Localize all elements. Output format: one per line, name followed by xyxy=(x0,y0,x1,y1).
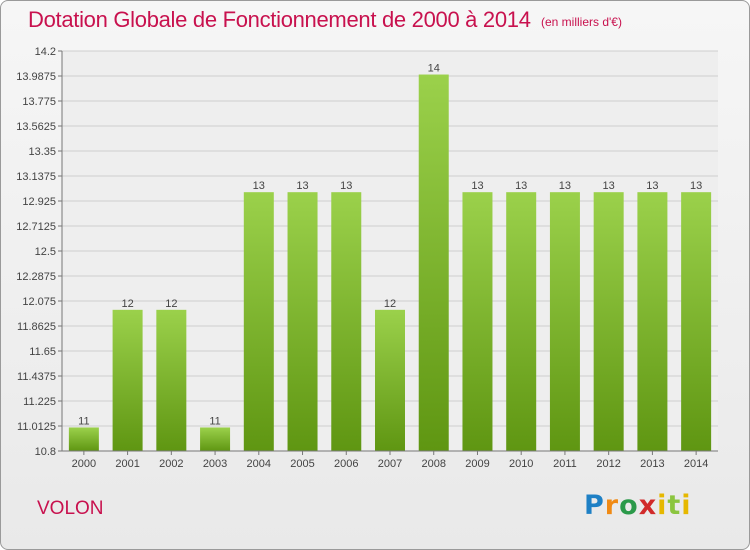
x-tick-label-2000: 2000 xyxy=(72,458,96,470)
data-label-2013: 13 xyxy=(646,180,658,192)
data-label-2007: 12 xyxy=(384,298,396,310)
data-label-2008: 14 xyxy=(428,63,440,75)
y-tick-label: 11.8625 xyxy=(17,321,56,333)
y-tick-label: 13.775 xyxy=(22,96,56,108)
y-tick-label: 12.075 xyxy=(22,296,56,308)
bar-2011 xyxy=(549,192,580,452)
x-tick-label-2009: 2009 xyxy=(465,458,489,470)
bar-2009 xyxy=(462,192,493,452)
data-label-2002: 12 xyxy=(165,298,177,310)
bar-2000 xyxy=(68,427,99,451)
data-label-2005: 13 xyxy=(296,180,308,192)
y-tick-label: 11.0125 xyxy=(17,421,56,433)
data-label-2012: 13 xyxy=(603,180,615,192)
data-label-2004: 13 xyxy=(253,180,265,192)
x-tick-label-2001: 2001 xyxy=(115,458,139,470)
bars: 11 12 12 11 13 13 13 12 14 13 13 13 13 13 13 xyxy=(68,63,712,452)
x-tick-label-2014: 2014 xyxy=(684,458,708,470)
chart-unit: (en milliers d'€) xyxy=(541,15,622,29)
y-tick-label: 11.4375 xyxy=(17,371,56,383)
bar-2010 xyxy=(506,192,537,452)
y-tick-label: 13.1375 xyxy=(16,171,56,183)
commune-name: VOLON xyxy=(37,498,104,519)
chart-title: Dotation Globale de Fonctionnement de 20… xyxy=(28,7,531,32)
y-tick-label: 13.35 xyxy=(28,146,56,158)
bar-2014 xyxy=(681,192,712,452)
data-label-2011: 13 xyxy=(559,180,571,192)
data-label-2003: 11 xyxy=(209,415,220,427)
bar-2007 xyxy=(375,309,405,451)
y-tick-label: 12.925 xyxy=(22,196,56,208)
x-tick-label-2013: 2013 xyxy=(640,458,664,470)
data-label-2009: 13 xyxy=(471,180,483,192)
x-tick-label-2003: 2003 xyxy=(203,458,227,470)
x-tick-label-2011: 2011 xyxy=(553,458,577,470)
y-tick-label: 14.2 xyxy=(35,46,56,58)
y-tick-label: 12.5 xyxy=(35,246,56,258)
y-tick-label: 10.8 xyxy=(35,446,56,458)
x-tick-label-2008: 2008 xyxy=(421,458,445,470)
x-tick-label-2007: 2007 xyxy=(378,458,402,470)
bar-2006 xyxy=(331,192,362,452)
bar-2004 xyxy=(243,192,274,452)
bar-2013 xyxy=(637,192,668,452)
bar-2003 xyxy=(200,427,231,451)
bar-2005 xyxy=(287,192,318,452)
y-tick-label: 12.7125 xyxy=(16,221,56,233)
bar-2002 xyxy=(156,309,187,451)
proxiti-logo: Proxiti xyxy=(584,490,692,521)
y-tick-label: 11.225 xyxy=(23,396,56,408)
y-tick-label: 11.65 xyxy=(29,346,56,358)
x-tick-label-2002: 2002 xyxy=(159,458,183,470)
data-label-2010: 13 xyxy=(515,180,527,192)
x-tick-label-2010: 2010 xyxy=(509,458,533,470)
y-tick-label: 13.9875 xyxy=(16,71,56,83)
bar-2001 xyxy=(112,309,143,451)
data-label-2006: 13 xyxy=(340,180,352,192)
bar-2012 xyxy=(593,192,624,452)
axes: 10.8 11.0125 11.225 11.4375 11.65 11.8625 12.0… xyxy=(16,46,718,470)
data-label-2001: 12 xyxy=(121,298,133,310)
x-tick-label-2004: 2004 xyxy=(247,458,271,470)
x-tick-label-2012: 2012 xyxy=(596,458,620,470)
y-tick-label: 13.5625 xyxy=(16,121,56,133)
x-tick-label-2005: 2005 xyxy=(290,458,314,470)
y-tick-label: 12.2875 xyxy=(16,271,56,283)
bar-2008 xyxy=(418,74,449,451)
x-tick-label-2006: 2006 xyxy=(334,458,358,470)
data-label-2000: 11 xyxy=(78,415,89,427)
data-label-2014: 13 xyxy=(690,180,702,192)
